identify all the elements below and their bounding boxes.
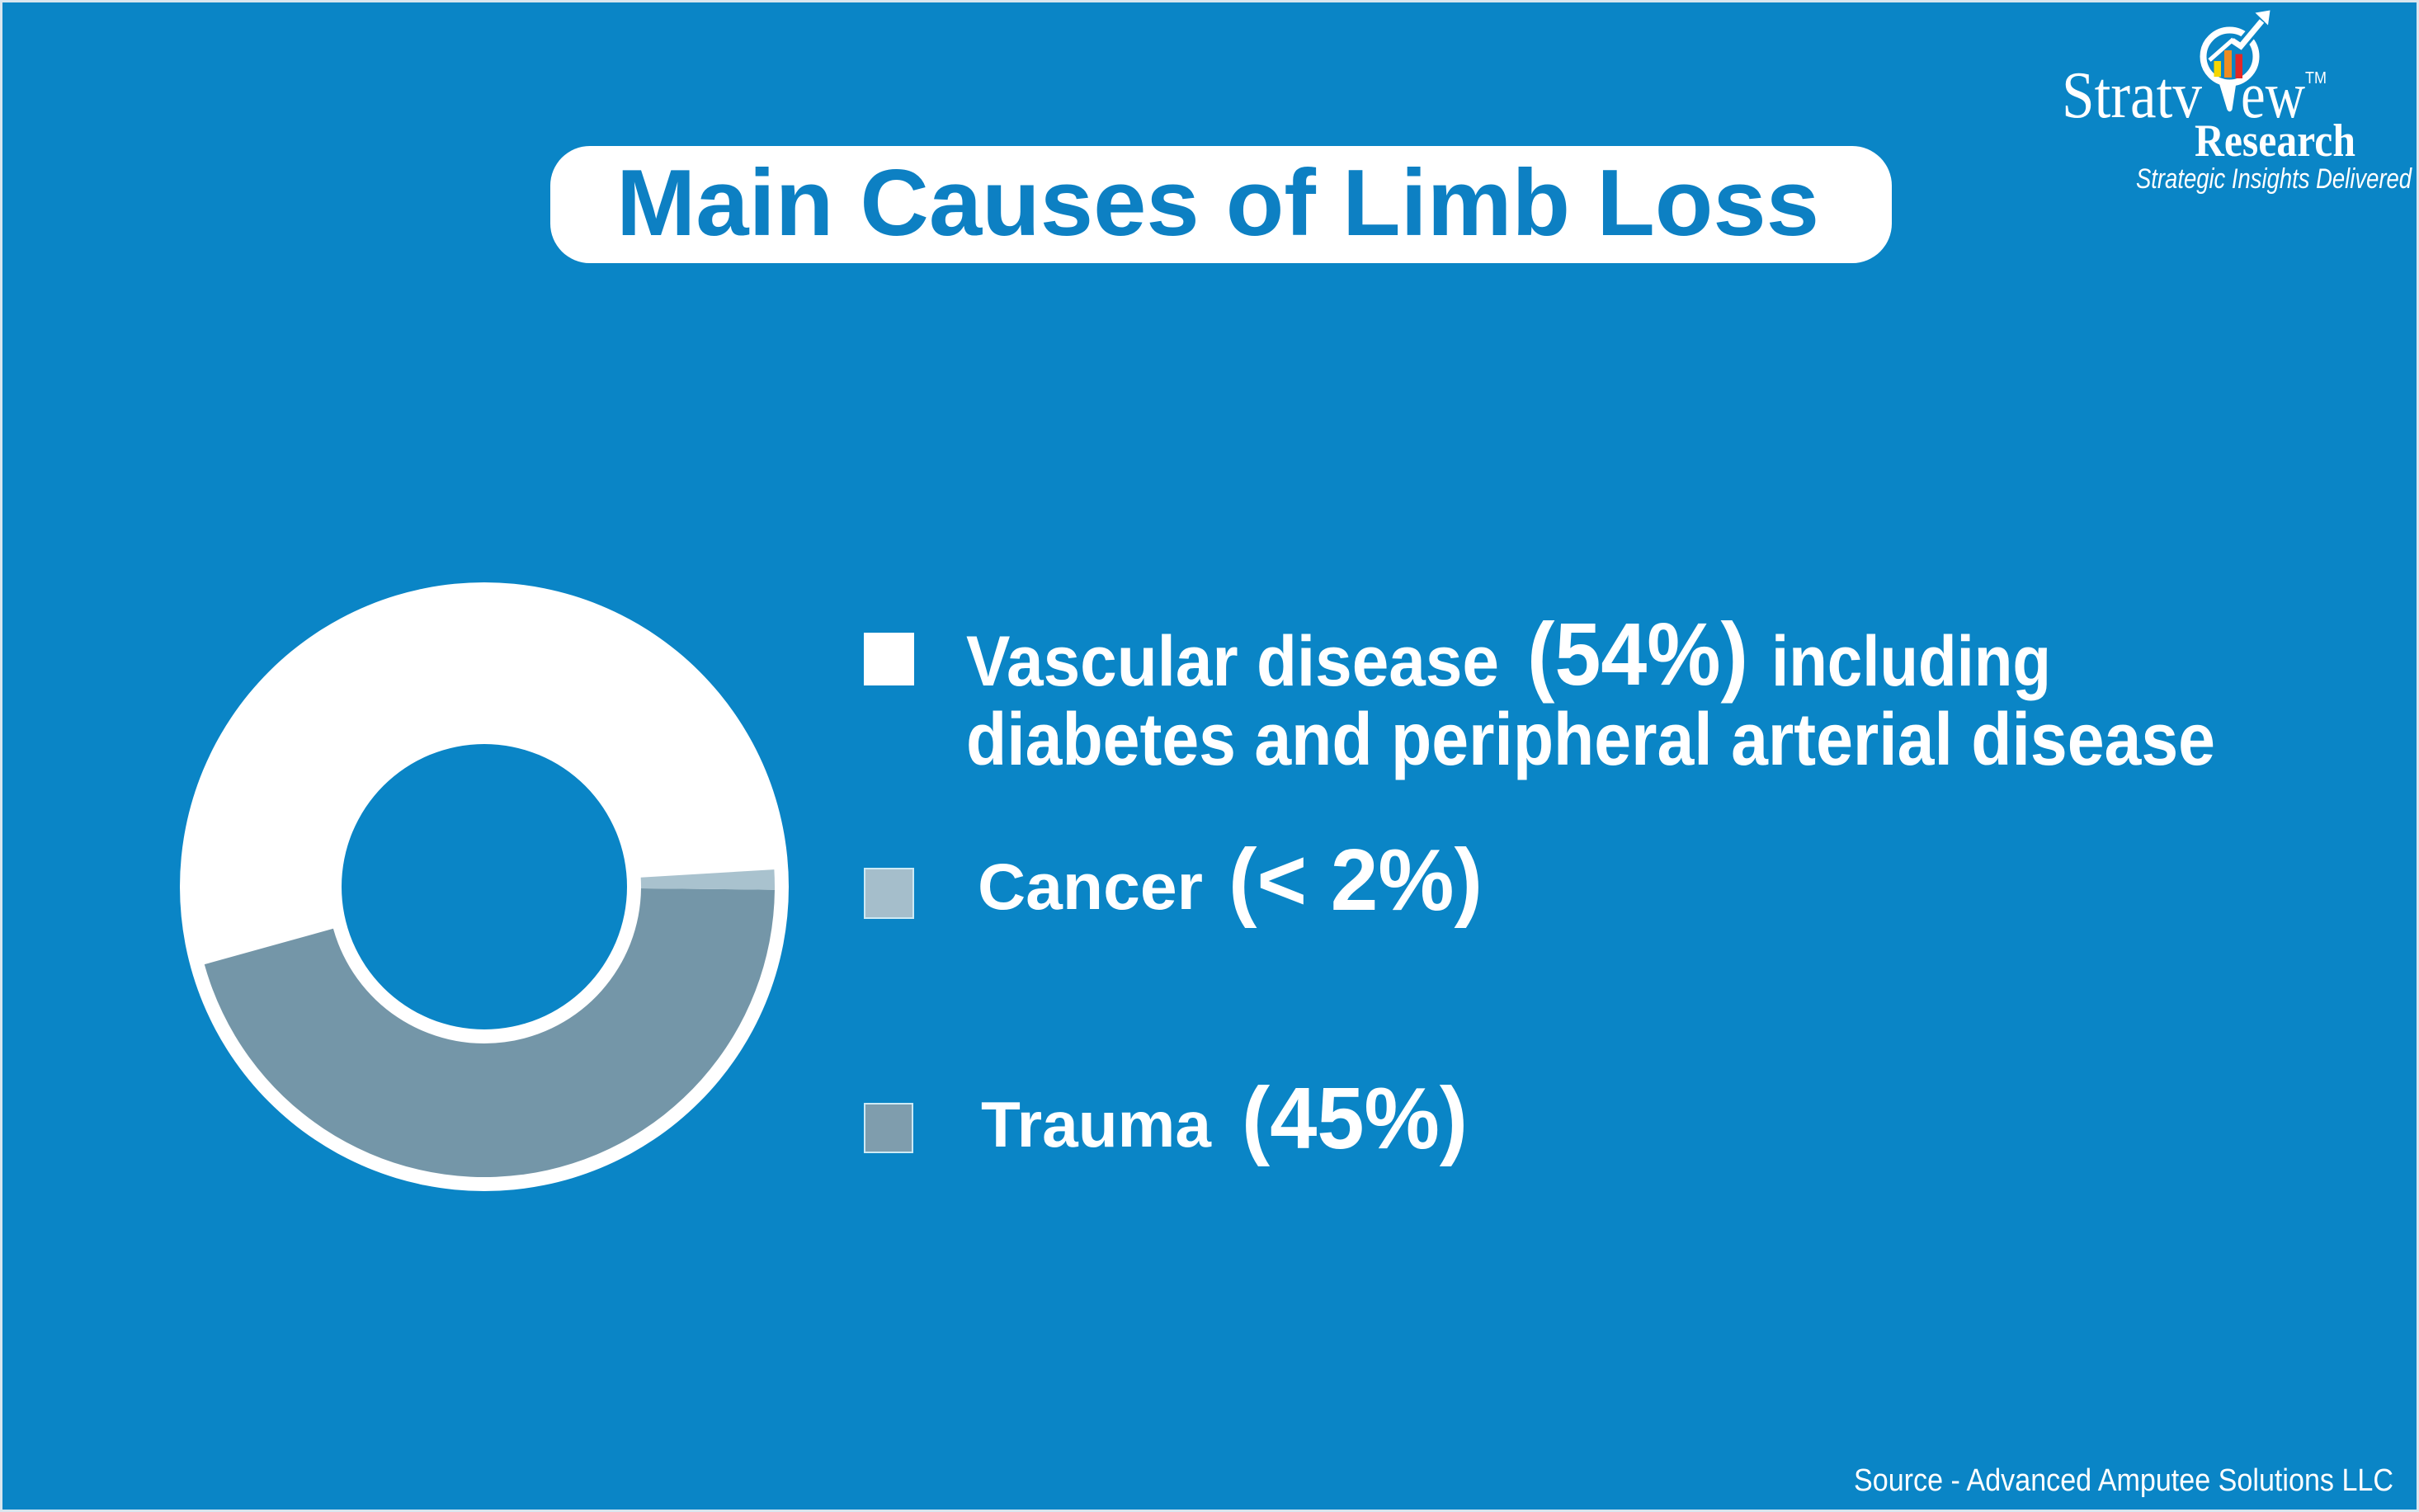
svg-text:(54%): (54%) xyxy=(1527,604,1748,704)
svg-text:Strategic Insights Delivered: Strategic Insights Delivered xyxy=(2136,163,2412,195)
svg-text:Main Causes of Limb Loss: Main Causes of Limb Loss xyxy=(616,151,1819,256)
svg-text:Source - Advanced Amputee Solu: Source - Advanced Amputee Solutions LLC xyxy=(1854,1463,2393,1498)
svg-text:(< 2%): (< 2%) xyxy=(1228,831,1483,929)
svg-text:Trauma: Trauma xyxy=(981,1088,1212,1161)
svg-text:(45%): (45%) xyxy=(1242,1070,1468,1167)
svg-text:Vascular disease: Vascular disease xyxy=(966,622,1499,701)
svg-text:Stratv: Stratv xyxy=(2062,58,2202,132)
svg-text:Cancer: Cancer xyxy=(978,850,1203,923)
svg-text:TM: TM xyxy=(2305,69,2327,87)
svg-text:diabetes and peripheral arteri: diabetes and peripheral arterial disease xyxy=(966,699,2215,781)
svg-text:including: including xyxy=(1771,622,2051,701)
svg-text:Research: Research xyxy=(2195,115,2355,167)
